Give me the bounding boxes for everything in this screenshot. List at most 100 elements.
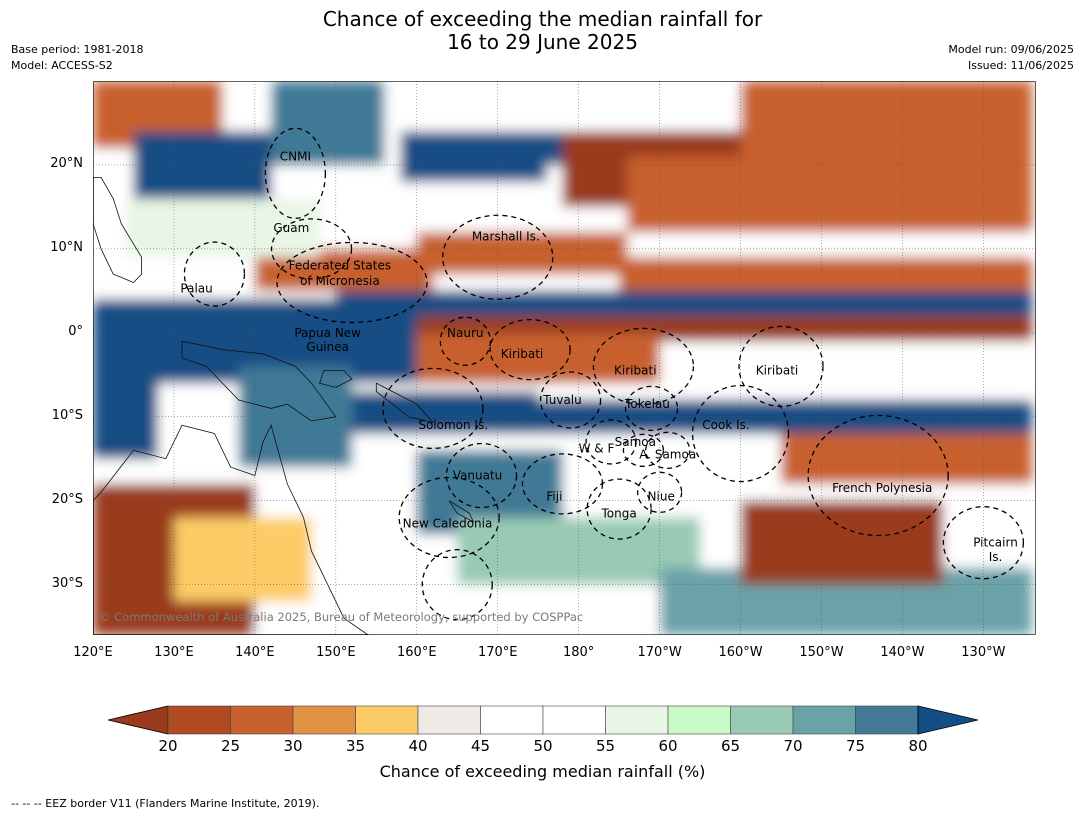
eez-border [691, 384, 790, 483]
colorbar-segment [667, 705, 731, 735]
eez-border [398, 476, 500, 559]
eez-border [183, 241, 246, 307]
colorbar-title: Chance of exceeding median rainfall (%) [379, 762, 706, 781]
eez-border [421, 548, 493, 621]
region-label: Tokelau [624, 397, 670, 411]
meta-left: Base period: 1981-2018 Model: ACCESS-S2 [11, 42, 143, 74]
rainfall-anomaly-region [416, 332, 660, 384]
region-label: New Caledonia [403, 516, 493, 530]
region-label: Cook Is. [702, 418, 749, 432]
region-label: Kiribati [756, 364, 798, 378]
coastline [181, 340, 337, 422]
coastline [375, 382, 435, 424]
colorbar-tick-label: 45 [470, 737, 491, 755]
region-label: Tonga [600, 506, 636, 520]
region-label: Guinea [306, 340, 349, 354]
longitude-tick-label: 120°E [73, 645, 113, 660]
latitude-tick-label: 0° [68, 323, 83, 339]
eez-border [585, 419, 637, 465]
model-run: Model run: 09/06/2025 [948, 43, 1074, 56]
rainfall-anomaly-region [781, 433, 1032, 484]
region-label: Is. [989, 550, 1003, 564]
region-label: Guam [273, 221, 309, 235]
region-label: Kiribati [501, 347, 543, 361]
base-period: Base period: 1981-2018 [11, 43, 144, 56]
rainfall-anomaly-region [271, 81, 385, 165]
colorbar-tick-label: 55 [595, 737, 616, 755]
model-name: Model: ACCESS-S2 [11, 59, 113, 72]
latitude-tick-label: 10°N [50, 239, 83, 255]
region-label: Federated States [289, 259, 391, 273]
eez-border [539, 371, 602, 429]
eez-border [382, 367, 484, 450]
rainfall-anomaly-region [416, 232, 628, 275]
coastline [93, 177, 142, 283]
colorbar-segment [355, 705, 419, 735]
rainfall-anomaly-region [125, 198, 320, 258]
colorbar-tick-label: 65 [720, 737, 741, 755]
longitude-tick-label: 170°E [477, 645, 518, 660]
region-label: Papua New [294, 326, 361, 340]
region-label: Palau [180, 281, 212, 295]
region-label: Vanuatu [453, 469, 503, 483]
region-label: Kiribati [614, 364, 656, 378]
colorbar-tick-label: 60 [658, 737, 678, 755]
colorbar-segment [167, 705, 231, 735]
rainfall-anomaly-region [740, 500, 943, 585]
eez-border [586, 478, 652, 540]
colorbar-segment [480, 705, 544, 735]
region-label: Samoa [615, 435, 656, 449]
map-title-line1: Chance of exceeding the median rainfall … [322, 7, 763, 31]
colorbar [108, 705, 978, 735]
colorbar-tick-label: 70 [783, 737, 803, 755]
eez-border [592, 327, 695, 406]
map-frame [93, 81, 1036, 635]
eez-border [636, 471, 683, 513]
eez-border [624, 385, 679, 432]
region-label: Pitcairn [973, 536, 1018, 550]
region-label: W & F [579, 442, 615, 456]
eez-border [276, 241, 428, 324]
colorbar-segment [792, 705, 856, 735]
longitude-tick-label: 160°W [718, 645, 763, 660]
eez-border [439, 316, 491, 366]
region-label: Niue [648, 490, 675, 504]
region-label: Tuvalu [542, 393, 582, 407]
eez-border [645, 431, 691, 469]
latitude-tick-label: 20°N [50, 155, 83, 171]
meta-right: Model run: 09/06/2025 Issued: 11/06/2025 [948, 42, 1074, 74]
issued-date: Issued: 11/06/2025 [967, 59, 1074, 72]
longitude-tick-label: 170°W [637, 645, 682, 660]
eez-border [264, 127, 327, 219]
colorbar-low-extension [108, 705, 169, 735]
region-label: Nauru [447, 326, 483, 340]
longitude-tick-label: 180° [562, 645, 595, 660]
longitude-tick-label: 140°W [880, 645, 925, 660]
longitude-tick-label: 140°E [235, 645, 275, 660]
colorbar-tick-label: 40 [408, 737, 428, 755]
eez-border [942, 506, 1025, 580]
colorbar-tick-label: 75 [845, 737, 866, 755]
region-label: Fiji [546, 490, 562, 504]
coastline [448, 500, 475, 523]
rainfall-anomaly-region [740, 81, 1032, 165]
longitude-tick-label: 150°E [316, 645, 356, 660]
colorbar-segment [730, 705, 794, 735]
latitude-tick-label: 10°S [51, 407, 83, 423]
map-title-line2: 16 to 29 June 2025 [447, 30, 638, 54]
colorbar-tick-label: 80 [908, 737, 928, 755]
region-label: Marshall Is. [472, 229, 540, 243]
eez-border [738, 325, 824, 408]
rainfall-anomaly-region [133, 131, 272, 199]
colorbar-tick-label: 50 [533, 737, 553, 755]
longitude-tick-label: 130°W [961, 645, 1006, 660]
rainfall-anomaly-region [400, 131, 547, 182]
colorbar-tick-label: 25 [220, 737, 241, 755]
coastline [93, 424, 369, 635]
colorbar-tick-label: 20 [158, 737, 178, 755]
colorbar-high-extension [917, 705, 978, 735]
rainfall-anomaly-region [627, 156, 1032, 232]
eez-border [445, 442, 518, 509]
latitude-tick-label: 20°S [51, 491, 83, 507]
